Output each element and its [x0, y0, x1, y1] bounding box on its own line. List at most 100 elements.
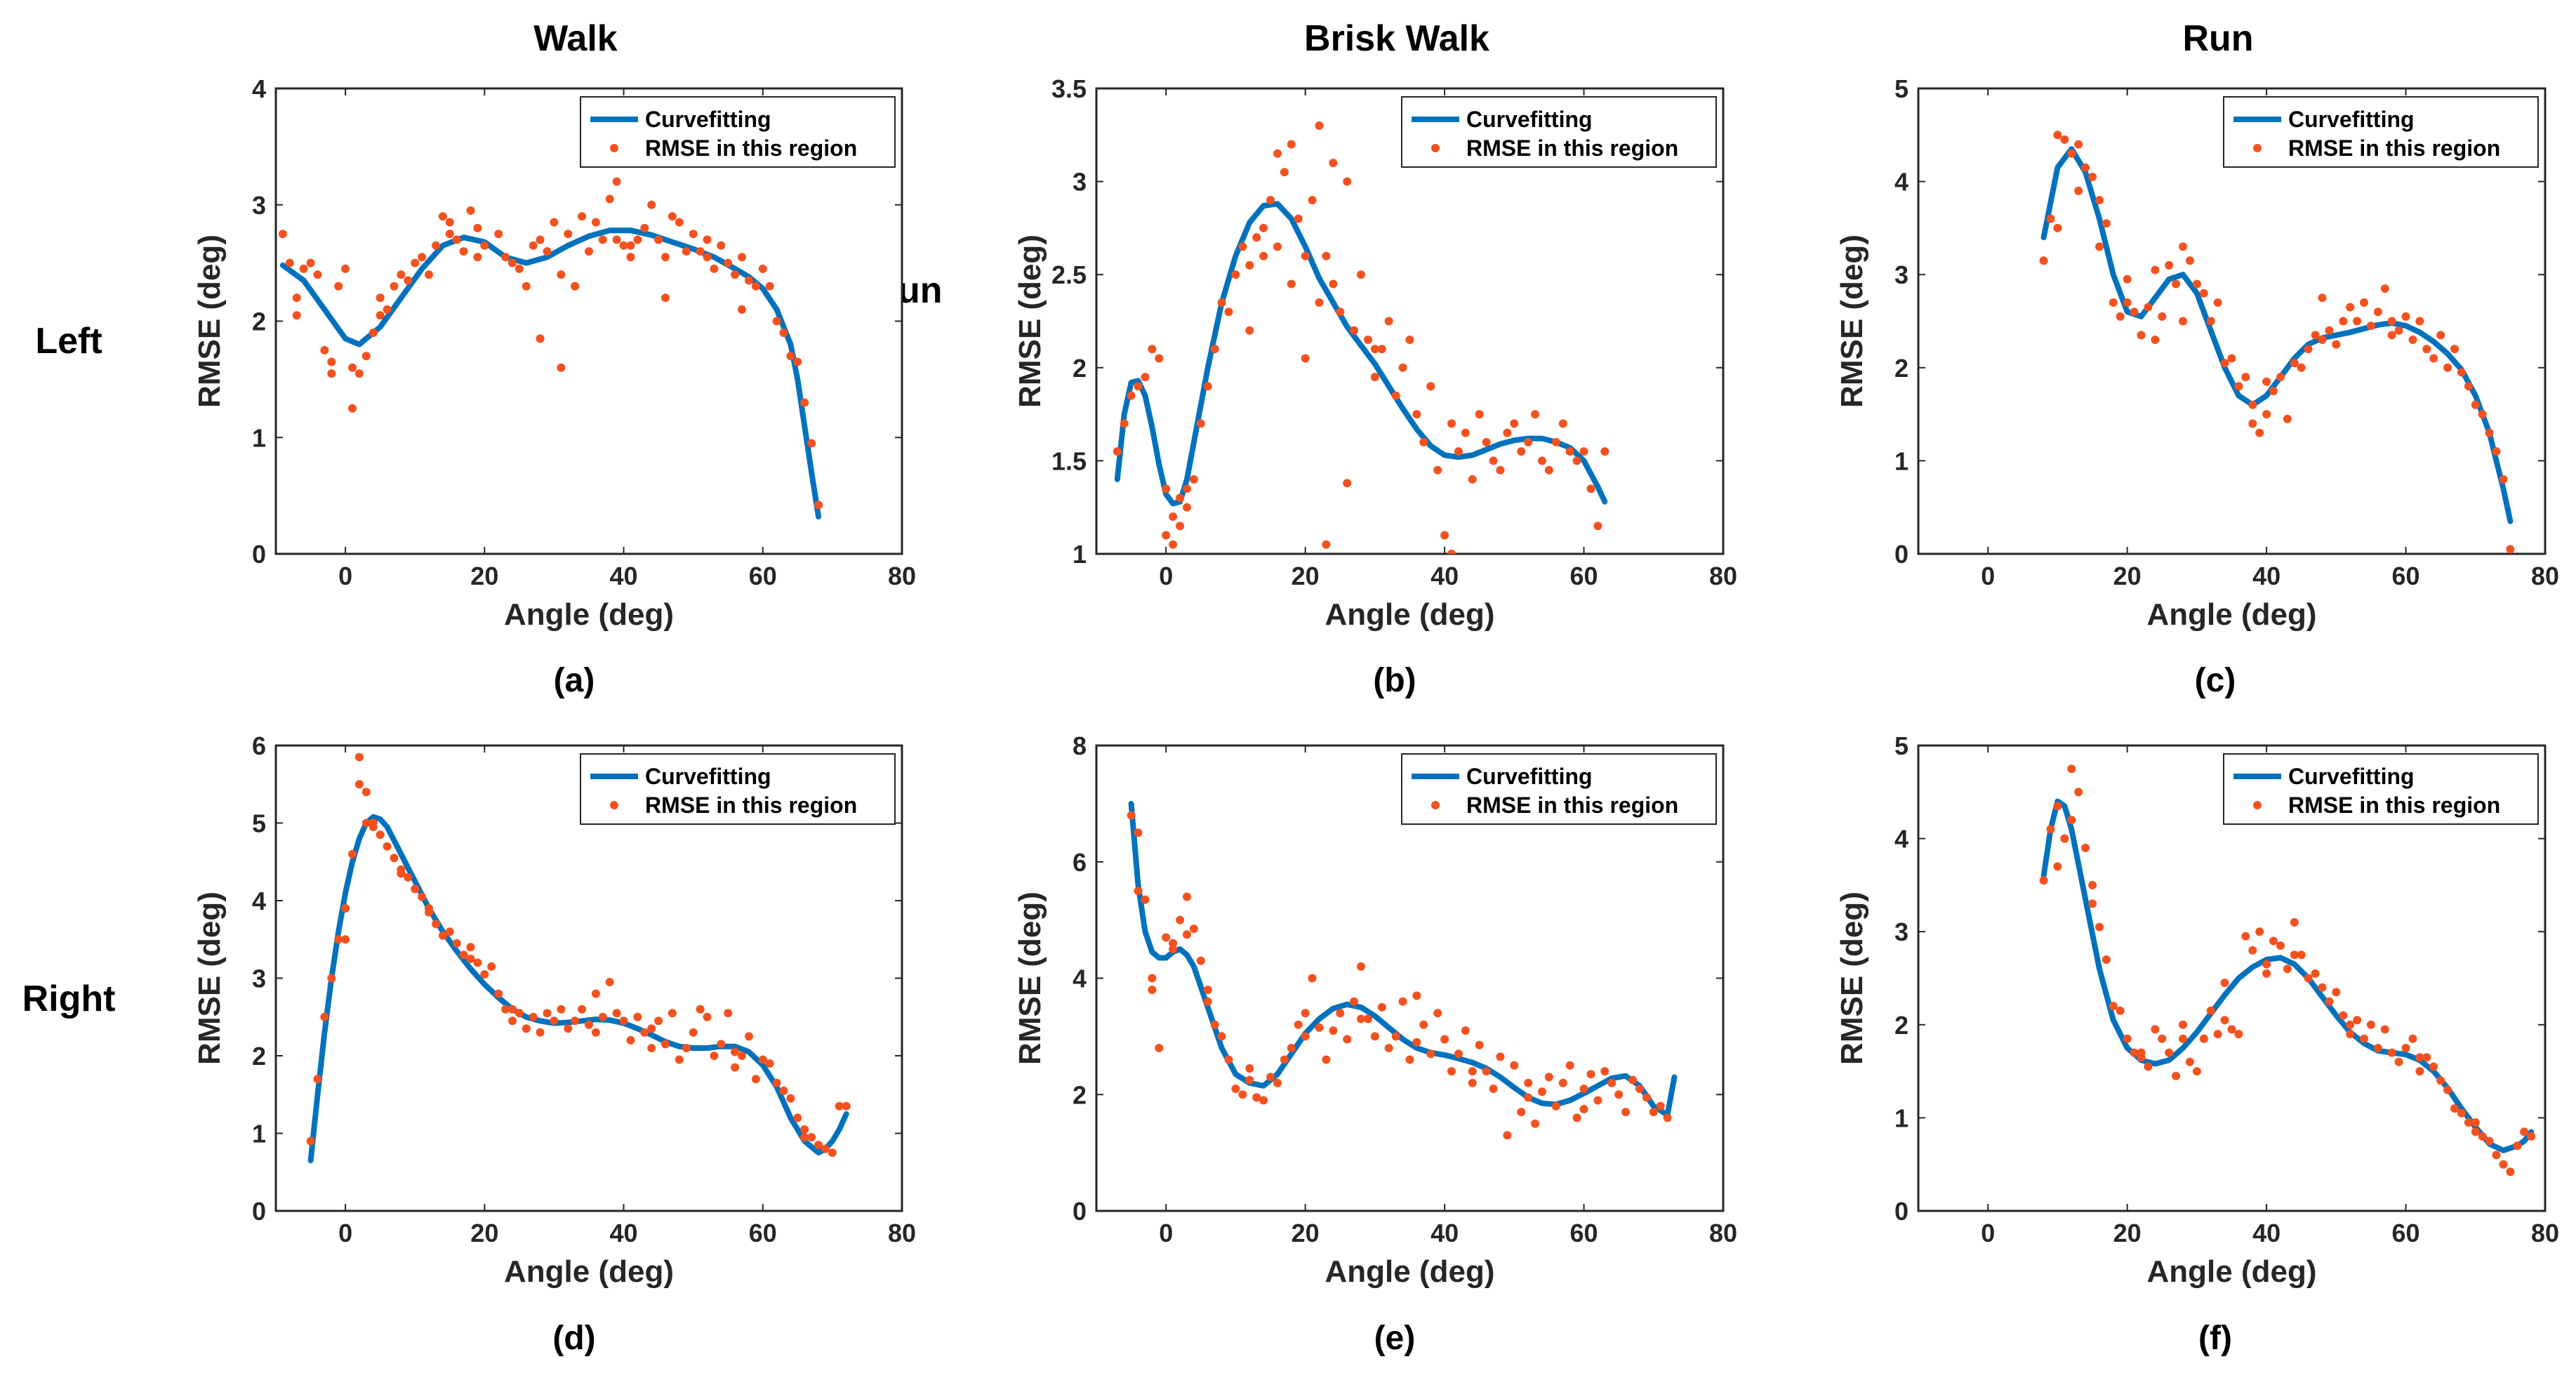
y-tick-label: 6	[252, 731, 266, 760]
data-point	[438, 212, 447, 221]
data-point	[2130, 1048, 2139, 1057]
data-point	[2039, 876, 2048, 885]
y-tick-label: 0	[252, 1197, 266, 1226]
data-point	[445, 218, 454, 227]
data-point	[1169, 945, 1178, 954]
data-point	[696, 1005, 705, 1014]
y-tick-label: 1.5	[1051, 446, 1087, 475]
data-point	[1600, 1067, 1609, 1076]
data-point	[1517, 447, 1526, 456]
data-point	[1134, 887, 1143, 896]
legend: Curvefitting RMSE in this region	[1401, 96, 1717, 168]
data-point	[2276, 373, 2285, 382]
data-point	[1468, 1067, 1477, 1076]
data-point	[661, 293, 670, 303]
data-point	[1155, 354, 1164, 363]
data-point	[1322, 540, 1331, 549]
data-point	[2088, 880, 2097, 889]
data-point	[1127, 391, 1136, 400]
legend-label-curvefitting: Curvefitting	[645, 107, 771, 132]
legend-box	[580, 753, 896, 825]
data-point	[1294, 214, 1303, 223]
data-point	[626, 241, 635, 250]
legend: Curvefitting RMSE in this region	[2223, 753, 2539, 825]
data-point	[2415, 317, 2424, 326]
data-point	[647, 1044, 656, 1052]
x-tick-label: 80	[2531, 1219, 2559, 1247]
data-point	[647, 1024, 656, 1033]
data-point	[2220, 359, 2229, 368]
data-point	[1148, 974, 1157, 983]
data-point	[1454, 1049, 1463, 1059]
data-point	[2380, 1025, 2389, 1034]
data-point	[1377, 1002, 1386, 1012]
data-point	[354, 753, 364, 762]
legend-point-swatch	[2253, 801, 2262, 809]
data-point	[2046, 214, 2055, 223]
data-point	[745, 1032, 753, 1041]
data-point	[1447, 550, 1456, 554]
data-point	[1412, 991, 1421, 1000]
fit-curve	[2040, 798, 2535, 1153]
data-point	[745, 276, 753, 285]
data-point	[459, 950, 468, 960]
data-point	[320, 1012, 329, 1021]
data-point	[536, 334, 545, 343]
data-point	[1287, 140, 1296, 149]
data-point	[1203, 382, 1212, 391]
data-point	[2067, 149, 2076, 158]
data-point	[2220, 1016, 2229, 1025]
data-point	[1176, 915, 1185, 925]
data-point	[2227, 1025, 2236, 1034]
data-point	[2464, 382, 2473, 391]
x-tick-label: 0	[1159, 1219, 1173, 1247]
x-tick-label: 80	[888, 1219, 916, 1247]
data-point	[459, 247, 468, 256]
data-point	[1370, 373, 1379, 382]
data-point	[404, 873, 413, 882]
data-point	[1635, 1085, 1644, 1093]
data-point	[2401, 312, 2410, 321]
data-point	[786, 1094, 795, 1103]
data-point	[1350, 997, 1359, 1006]
legend-label-curvefitting: Curvefitting	[2288, 107, 2415, 132]
data-point	[1245, 1075, 1254, 1085]
x-tick-label: 0	[1981, 562, 1995, 590]
data-point	[2206, 1006, 2215, 1015]
data-point	[1565, 447, 1574, 456]
data-point	[1531, 1119, 1540, 1128]
data-point	[2436, 331, 2445, 340]
data-point	[2199, 1034, 2208, 1043]
data-point	[1489, 1085, 1498, 1093]
y-axis-label: RMSE (deg)	[1835, 892, 1869, 1065]
y-axis-label: RMSE (deg)	[192, 234, 227, 408]
data-point	[2415, 1067, 2424, 1076]
data-point	[1245, 260, 1254, 270]
data-point	[2220, 979, 2229, 988]
y-axis-label: RMSE (deg)	[192, 892, 227, 1065]
y-tick-label: 0	[1894, 540, 1908, 569]
data-point	[348, 363, 357, 372]
data-point	[786, 352, 795, 361]
data-point	[1384, 1044, 1393, 1052]
legend-box	[1401, 96, 1717, 168]
data-point	[1266, 1073, 1275, 1082]
data-point	[612, 177, 621, 186]
data-point	[564, 230, 573, 239]
data-point	[2074, 140, 2083, 149]
legend-box	[2223, 753, 2539, 825]
data-point	[1510, 419, 1519, 428]
data-point	[2332, 340, 2341, 349]
data-point	[1252, 1093, 1261, 1102]
data-point	[758, 264, 767, 273]
data-point	[1120, 419, 1129, 428]
data-point	[2192, 1067, 2201, 1076]
data-point	[557, 363, 566, 372]
y-tick-label: 4	[1894, 825, 1908, 854]
data-point	[2227, 354, 2236, 363]
data-point	[1273, 1078, 1282, 1087]
data-point	[1426, 382, 1435, 391]
data-point	[2471, 1127, 2480, 1137]
data-point	[2318, 336, 2327, 344]
data-point	[626, 1035, 635, 1045]
